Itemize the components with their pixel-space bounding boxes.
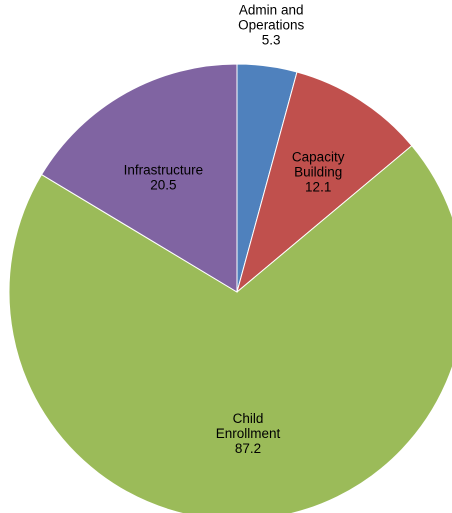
pie-slices bbox=[8, 63, 452, 513]
slice-label: Capacity Building 12.1 bbox=[292, 149, 345, 194]
slice-name-label: Infrastructure bbox=[124, 163, 204, 178]
slice-value-label: 87.2 bbox=[235, 441, 261, 456]
slice-name-label: Enrollment bbox=[216, 426, 281, 441]
slice-value-label: 5.3 bbox=[262, 32, 281, 47]
slice-name-label: Operations bbox=[238, 17, 304, 32]
pie-slice bbox=[40, 63, 238, 293]
pie-slice bbox=[236, 71, 413, 294]
slice-name-label: Capacity bbox=[292, 149, 345, 164]
slice-label: Admin and Operations 5.3 bbox=[238, 2, 304, 47]
slice-name-label: Admin and bbox=[239, 2, 304, 17]
slice-value-label: 20.5 bbox=[150, 178, 176, 193]
pie-labels: Admin and Operations 5.3 Capacity Building 12… bbox=[124, 2, 345, 456]
slice-label: Infrastructure 20.5 bbox=[124, 163, 204, 193]
slice-label: Child Enrollment 87.2 bbox=[216, 411, 281, 456]
slice-name-label: Building bbox=[294, 164, 342, 179]
slice-value-label: 12.1 bbox=[305, 179, 331, 194]
pie-slice bbox=[8, 144, 452, 513]
slice-name-label: Child bbox=[233, 411, 264, 426]
